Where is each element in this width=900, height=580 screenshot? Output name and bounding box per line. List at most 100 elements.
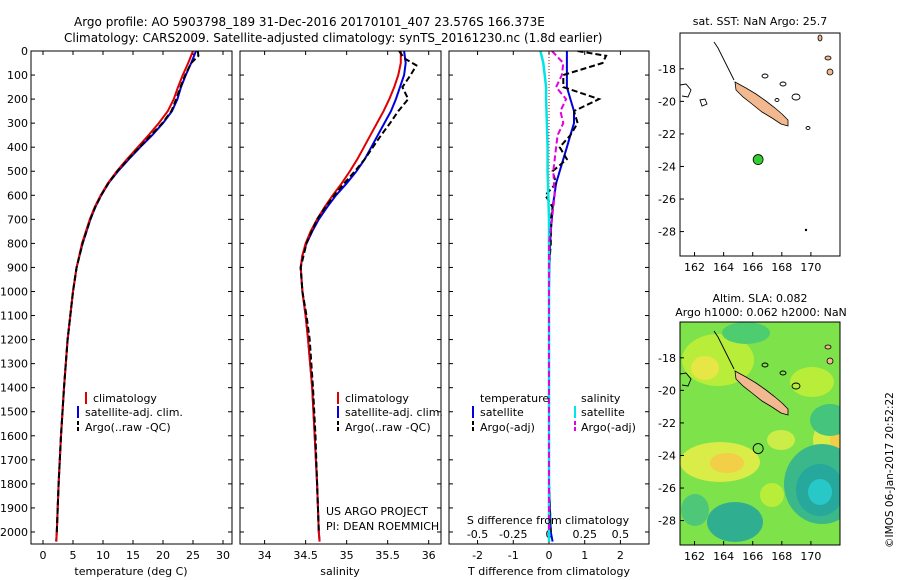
x-tick-label: 34: [258, 549, 272, 562]
pi-annotation: PI: DEAN ROEMMICH: [326, 520, 439, 533]
argo-position-marker: [752, 154, 764, 165]
credit-label: ©IMOS 06-Jan-2017 20:52:22: [884, 392, 896, 548]
sla-map-frame: [679, 321, 841, 546]
series-line-climatology: [55, 51, 194, 542]
x-tick-label: 0: [40, 549, 47, 562]
depth-tick-label: 200: [7, 93, 28, 106]
sla-blob: [681, 494, 709, 526]
x-tick-label: 5: [70, 549, 77, 562]
depth-tick-label: 1000: [0, 285, 28, 298]
coastline-reef: [680, 372, 692, 387]
vanuatu-island-2: [826, 357, 834, 365]
s-difference-label: S difference from climatology: [467, 514, 630, 527]
lat-tick-label: -20: [658, 384, 676, 397]
coastline-reef: [680, 83, 692, 98]
x-tick-label: 34.5: [293, 549, 318, 562]
coastline-west: [713, 330, 735, 370]
series-line-s-satellite: [539, 51, 551, 542]
sla-blob: [790, 367, 834, 397]
loyalty-island-2: [779, 370, 787, 376]
lat-tick-label: -18: [658, 352, 676, 365]
lat-tick-label: -28: [658, 515, 676, 528]
difference-x-ticks: -2 -1 0 1 2: [472, 51, 624, 562]
lat-tick-label: -22: [658, 128, 676, 141]
sst-map-panel: sat. SST: NaN Argo: 25.7 162 164 166 168 170…: [658, 15, 841, 274]
x-tick-label: 20: [156, 549, 170, 562]
sla-heatmap: [680, 322, 840, 545]
legend-label-argo: Argo(..raw -QC): [345, 421, 431, 434]
sla-title-line-2: Argo h1000: 0.062 h2000: NaN: [675, 306, 847, 319]
sla-blob: [767, 430, 795, 450]
sla-blob: [760, 483, 784, 507]
depth-tick-label: 700: [7, 213, 28, 226]
temperature-lines: [55, 51, 200, 542]
lat-tick-label: -26: [658, 193, 676, 206]
x-tick-label: 15: [126, 549, 140, 562]
temperature-panel: 0100200300400500600700800900100011001200…: [0, 45, 233, 578]
figure-title-line-2: Climatology: CARS2009. Satellite-adjuste…: [64, 31, 602, 45]
difference-lines: [539, 51, 608, 544]
depth-tick-label: 1700: [0, 454, 28, 467]
lon-tick-label: 166: [742, 550, 763, 563]
series-line-argo-raw-qc-: [299, 51, 418, 533]
salinity-difference-ticks: -0.5-0.2500.250.5: [467, 528, 629, 541]
depth-tick-label: 600: [7, 189, 28, 202]
s-diff-tick-label: 0.25: [572, 528, 597, 541]
salinity-panel: 34 34.5 35 35.5 36 salinity climatology sate…: [239, 50, 443, 578]
loyalty-island-4: [774, 98, 780, 102]
sst-map-lat-ticks: -18 -20 -22 -24 -26 -28: [658, 63, 684, 239]
lon-tick-label: 164: [713, 550, 734, 563]
depth-tick-label: 1500: [0, 406, 28, 419]
depth-tick-label: 1200: [0, 334, 28, 347]
difference-depth-ticks: [449, 50, 649, 533]
salinity-depth-ticks: [240, 50, 441, 533]
sla-blob: [722, 322, 770, 344]
x-tick-label: 35.5: [375, 549, 400, 562]
x-tick-label: 35: [340, 549, 354, 562]
depth-tick-label: 1600: [0, 430, 28, 443]
series-line-s-argo-adj-: [548, 51, 568, 532]
legend-salinity-title: salinity: [581, 392, 621, 405]
depth-tick-label: 1800: [0, 478, 28, 491]
lon-tick-label: 164: [713, 261, 734, 274]
sla-title-line-1: Altim. SLA: 0.082: [712, 292, 807, 305]
sst-map-lon-ticks: 162 164 166 168 170: [684, 252, 821, 274]
s-diff-tick-label: -0.5: [467, 528, 488, 541]
vanuatu-island-1: [824, 55, 832, 61]
sst-map-land: [680, 34, 834, 232]
vanuatu-island-2: [826, 68, 834, 76]
lat-tick-label: -24: [658, 160, 676, 173]
lat-tick-label: -28: [658, 226, 676, 239]
difference-axes-box: [448, 50, 650, 545]
s-diff-tick-label: 0.5: [612, 528, 630, 541]
x-tick-label: 30: [216, 549, 230, 562]
vanuatu-island-1: [824, 344, 832, 350]
loyalty-island-1: [761, 362, 769, 368]
sla-blob: [691, 356, 719, 380]
depth-tick-label: 400: [7, 141, 28, 154]
salinity-lines: [299, 51, 418, 542]
sla-blob: [808, 479, 832, 505]
depth-tick-label: 500: [7, 165, 28, 178]
x-tick-label: -2: [472, 549, 483, 562]
lat-tick-label: -26: [658, 482, 676, 495]
sla-map-lat-ticks: -18 -20 -22 -24 -26 -28: [658, 352, 684, 528]
lat-tick-label: -24: [658, 449, 676, 462]
depth-tick-label: 900: [7, 261, 28, 274]
sla-blob: [810, 404, 840, 436]
sst-map-title: sat. SST: NaN Argo: 25.7: [693, 15, 827, 28]
s-diff-tick-label: -0.25: [499, 528, 527, 541]
temperature-legend: climatology satellite-adj. clim. Argo(..…: [77, 392, 183, 434]
depth-tick-label: 0: [21, 45, 28, 58]
coastline-islet: [699, 98, 708, 107]
difference-legend: temperature satellite Argo(-adj) salinit…: [472, 392, 636, 434]
depth-tick-label: 1100: [0, 310, 28, 323]
difference-panel: -2 -1 0 1 2 -0.5 -0.25 0 0.25 0.5 S difference f…: [448, 50, 650, 578]
x-tick-label: 0: [546, 549, 553, 562]
legend-label-satellite: satellite-adj. clim.: [345, 406, 443, 419]
depth-tick-label: 100: [7, 69, 28, 82]
series-line-satellite-adj-clim-: [55, 51, 197, 542]
small-islet: [804, 228, 808, 232]
loyalty-island-3: [791, 382, 801, 390]
